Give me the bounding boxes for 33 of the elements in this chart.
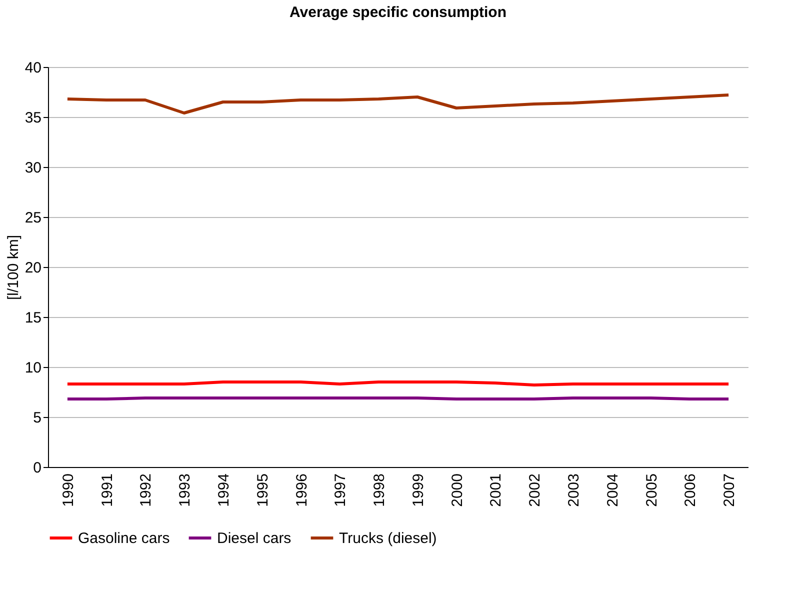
x-tick-label: 1993 (176, 474, 194, 507)
x-tick-label: 2006 (682, 474, 700, 507)
y-tick-label: 20 (24, 260, 42, 276)
x-tick-label: 1996 (293, 474, 310, 507)
legend-label: Trucks (diesel) (339, 530, 437, 547)
x-tick-label: 1994 (216, 474, 232, 507)
x-tick-label: 1997 (332, 474, 350, 507)
x-tick-label: 1991 (98, 474, 116, 507)
x-tick-label: 2000 (448, 474, 466, 507)
x-tick-label: 2004 (604, 474, 622, 507)
line-series (66, 94, 730, 114)
y-tick-label: 5 (33, 410, 42, 426)
legend-label: Diesel cars (217, 530, 292, 547)
y-tick-label: 35 (24, 110, 42, 126)
x-tick-label: 2001 (488, 474, 505, 507)
y-tick-label: 40 (24, 60, 42, 76)
y-tick-label: 15 (24, 310, 42, 326)
x-tick-label: 2007 (721, 474, 738, 507)
x-tick-label: 1999 (410, 474, 427, 507)
legend-label: Gasoline cars (78, 530, 170, 547)
x-tick-label: 1995 (254, 474, 272, 507)
x-tick-label: 2003 (566, 474, 582, 507)
y-tick-label: 30 (24, 160, 42, 176)
x-tick-label: 2005 (643, 474, 660, 507)
x-tick-label: 1990 (60, 474, 77, 507)
y-tick-label: 0 (33, 460, 42, 476)
y-tick-label: 10 (24, 360, 42, 376)
chart-title: Average specific consumption (289, 4, 507, 21)
x-tick-label: 1998 (371, 474, 388, 507)
x-tick-label: 1992 (138, 474, 155, 507)
y-tick-label: 25 (24, 210, 42, 226)
y-axis-title: [l/100 km] (4, 234, 22, 300)
x-tick-label: 2002 (526, 474, 544, 507)
